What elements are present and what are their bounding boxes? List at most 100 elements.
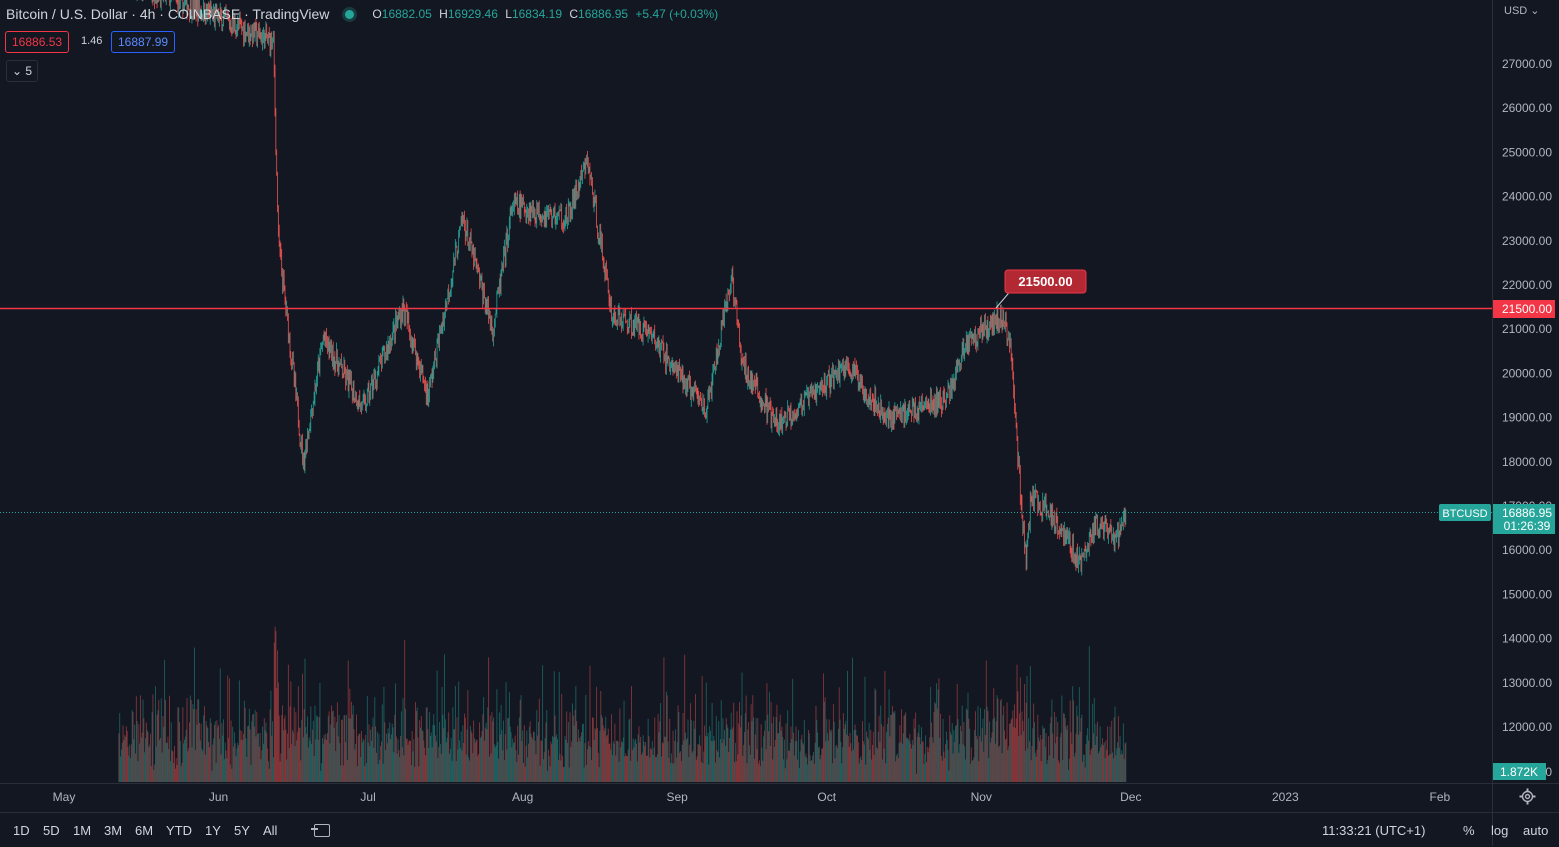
volume-bar (258, 746, 260, 782)
volume-bar (208, 747, 210, 782)
volume-bar (895, 761, 897, 782)
volume-bar (472, 753, 474, 782)
volume-bar (1005, 738, 1007, 782)
volume-bar (485, 722, 487, 782)
volume-bar (538, 721, 539, 782)
chart-legend[interactable]: Bitcoin / U.S. Dollar · 4h · COINBASE · … (6, 6, 718, 22)
volume-bar (394, 714, 396, 782)
range-all[interactable]: All (263, 823, 278, 838)
currency-selector[interactable]: USD ⌄ (1504, 5, 1540, 17)
volume-bar (740, 715, 742, 782)
range-5d[interactable]: 5D (43, 823, 60, 838)
volume-bar (940, 755, 942, 782)
volume-bar (206, 725, 208, 782)
volume-bar (530, 733, 532, 782)
volume-bar (786, 759, 788, 782)
volume-bar (779, 714, 781, 782)
percent-toggle[interactable]: % (1463, 823, 1475, 838)
volume-bar (462, 725, 464, 782)
volume-bar (1067, 725, 1069, 782)
volume-bar (1043, 727, 1045, 782)
log-toggle[interactable]: log (1491, 823, 1509, 838)
volume-bar (175, 758, 177, 782)
time-axis[interactable]: May Jun Jul Aug Sep Oct Nov Dec 2023 Feb (0, 783, 1559, 805)
volume-bar (775, 716, 777, 782)
price-axis[interactable]: 27000.00 26000.00 25000.00 24000.00 23000.00… (1439, 0, 1555, 846)
volume-bar (965, 759, 966, 782)
buy-button[interactable]: 16887.99 (111, 31, 176, 53)
indicators-collapse-button[interactable]: ⌄ 5 (6, 60, 38, 82)
volume-bar (943, 751, 945, 782)
volume-bar (834, 758, 836, 782)
volume-bar (384, 722, 386, 782)
range-6m[interactable]: 6M (135, 823, 154, 838)
volume-bar (243, 700, 245, 782)
goto-date-icon[interactable] (311, 824, 330, 837)
volume-bar (528, 726, 530, 782)
volume-bar (541, 740, 543, 782)
volume-bar (991, 732, 993, 782)
clock[interactable]: 11:33:21 (UTC+1) (1322, 823, 1426, 838)
volume-bar (795, 726, 797, 782)
volume-bar (158, 699, 160, 782)
volume-bar (179, 722, 180, 782)
range-ytd[interactable]: YTD (166, 823, 192, 838)
volume-bar (1099, 726, 1101, 782)
volume-bar (970, 747, 972, 782)
volume-bar (685, 739, 687, 782)
volume-bar (282, 705, 284, 782)
volume-bar (1025, 702, 1027, 782)
volume-bar (323, 734, 325, 782)
volume-bar (127, 746, 129, 782)
volume-bar (440, 753, 442, 782)
symbol-title[interactable]: Bitcoin / U.S. Dollar · 4h · COINBASE · … (6, 6, 330, 22)
range-1d[interactable]: 1D (13, 823, 30, 838)
auto-toggle[interactable]: auto (1523, 823, 1549, 838)
market-status-icon[interactable] (345, 9, 355, 19)
volume-bar (695, 759, 697, 782)
volume-bar (498, 712, 500, 782)
range-3m[interactable]: 3M (104, 823, 123, 838)
volume-bar (536, 710, 538, 782)
volume-bar (197, 699, 199, 782)
volume-bar (264, 730, 266, 782)
price-tick: 27000.00 (1502, 57, 1552, 71)
volume-bar (809, 755, 811, 782)
volume-bar (691, 752, 693, 782)
volume-bar (684, 654, 686, 782)
volume-bar (971, 760, 973, 782)
volume-bar (455, 761, 457, 782)
volume-bar (543, 752, 545, 782)
gear-icon[interactable] (1519, 788, 1536, 805)
volume-bar (272, 721, 274, 782)
volume-bar (942, 718, 944, 782)
volume-bar (326, 733, 328, 782)
volume-bar (346, 715, 347, 782)
volume-bar (453, 729, 455, 782)
volume-bar (782, 736, 784, 782)
volume-bar (522, 730, 524, 782)
volume-bar (769, 745, 771, 782)
volume-bar (1105, 740, 1107, 782)
volume-bar (697, 744, 699, 782)
volume-bar (868, 722, 870, 782)
price-tick: 21000.00 (1502, 322, 1552, 336)
volume-bar (582, 723, 584, 782)
volume-bar (937, 689, 939, 782)
volume-bar (940, 713, 942, 782)
volume-bar (561, 693, 563, 782)
range-1m[interactable]: 1M (73, 823, 92, 838)
volume-bar (268, 768, 270, 782)
volume-bar (817, 747, 819, 782)
volume-bar (161, 752, 163, 782)
volume-bar (553, 671, 555, 782)
volume-bar (351, 714, 353, 782)
range-1y[interactable]: 1Y (205, 823, 221, 838)
price-line-callout[interactable]: 21500.00 (995, 269, 1087, 309)
volume-bar (894, 710, 896, 782)
range-5y[interactable]: 5Y (234, 823, 250, 838)
volume-bar (356, 714, 357, 782)
volume-bar (1040, 761, 1042, 782)
sell-button[interactable]: 16886.53 (5, 31, 70, 53)
